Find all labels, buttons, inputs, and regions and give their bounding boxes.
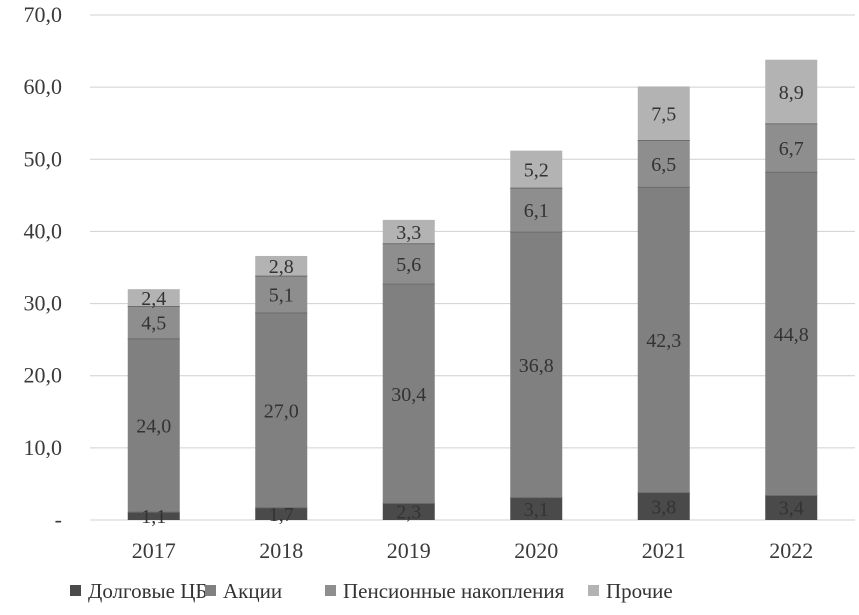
data-label-2018-2: 5,1 [269,285,294,307]
bar-segment-2017-1 [127,338,180,513]
data-label-2020-1: 36,8 [519,355,554,377]
x-tick-label-2022: 2022 [769,538,813,563]
data-label-2022-2: 6,7 [779,138,804,160]
data-label-2021-3: 7,5 [651,103,676,125]
bar-segment-2017-3 [127,289,180,307]
bar-segment-2019-2 [382,243,435,285]
bar-segment-2021-1 [637,187,690,493]
x-tick-label-2021: 2021 [642,538,686,563]
bar-segment-2019-1 [382,284,435,504]
data-label-2020-0: 3,1 [524,499,549,521]
x-tick-label-2017: 2017 [132,538,176,563]
data-label-2019-0: 2,3 [396,502,421,524]
legend: Долговые ЦБ Акции Пенсионные накопления Про… [70,579,673,603]
bar-segment-2020-3 [510,150,563,189]
y-tick-label-4: 40,0 [24,218,63,243]
bar-segment-2017-0 [127,512,180,520]
bar-segment-2021-2 [637,140,690,188]
y-tick-label-0: - [55,507,62,532]
bar-segment-2019-0 [382,503,435,520]
legend-label-0: Долговые ЦБ [88,579,207,603]
data-label-2017-2: 4,5 [141,313,166,335]
x-tick-label-2019: 2019 [387,538,431,563]
bar-segment-2022-1 [765,172,818,496]
legend-swatch-2 [325,585,336,596]
data-label-2019-2: 5,6 [396,254,421,276]
legend-swatch-3 [588,585,599,596]
bar-segment-2021-3 [637,86,690,141]
legend-label-1: Акции [223,579,282,603]
legend-swatch-0 [70,585,81,596]
bar-segment-2018-2 [255,276,308,313]
bar-segment-2021-0 [637,492,690,520]
data-label-2022-0: 3,4 [779,498,804,520]
bars [127,59,818,520]
data-label-2021-1: 42,3 [646,330,681,352]
bar-segment-2018-0 [255,507,308,520]
bar-segment-2022-0 [765,495,818,520]
bar-segment-2018-3 [255,255,308,277]
data-label-2018-3: 2,8 [269,256,294,278]
data-label-2021-0: 3,8 [651,496,676,518]
y-tick-label-5: 50,0 [24,146,63,171]
data-label-2018-1: 27,0 [264,400,299,422]
legend-label-2: Пенсионные накопления [343,579,565,603]
y-tick-label-3: 30,0 [24,291,63,316]
y-tick-label-7: 70,0 [24,2,63,27]
bar-segment-2020-0 [510,497,563,520]
x-tick-label-2020: 2020 [514,538,558,563]
bar-segment-2020-2 [510,188,563,233]
data-label-2017-0: 1,1 [141,506,166,528]
x-axis: 2017 2018 2019 2020 2021 2022 [132,538,814,563]
bar-segment-2019-3 [382,219,435,244]
data-label-2022-3: 8,9 [779,82,804,104]
data-label-2018-0: 1,7 [269,504,294,526]
bar-segment-2017-2 [127,306,180,339]
y-axis: - 10,0 20,0 30,0 40,0 50,0 60,0 70,0 [24,2,63,532]
legend-label-3: Прочие [606,579,673,603]
data-label-2019-3: 3,3 [396,222,421,244]
data-label-2021-2: 6,5 [651,154,676,176]
grid-lines [90,14,855,521]
legend-swatch-1 [205,585,216,596]
data-label-2017-3: 2,4 [141,288,166,310]
data-label-2020-2: 6,1 [524,200,549,222]
data-label-2020-3: 5,2 [524,159,549,181]
data-label-2019-1: 30,4 [391,384,426,406]
y-tick-label-1: 10,0 [24,435,63,460]
data-labels: 1,1 24,0 4,5 2,4 1,7 27,0 5,1 2,8 2,3 30,4 5,6 3,3 3… [136,82,809,528]
y-tick-label-6: 60,0 [24,74,63,99]
bar-segment-2018-1 [255,312,308,508]
data-label-2017-1: 24,0 [136,415,171,437]
x-tick-label-2018: 2018 [259,538,303,563]
bar-segment-2022-2 [765,123,818,173]
bar-segment-2022-3 [765,59,818,124]
bar-segment-2020-1 [510,232,563,498]
y-tick-label-2: 20,0 [24,363,63,388]
data-label-2022-1: 44,8 [774,324,809,346]
